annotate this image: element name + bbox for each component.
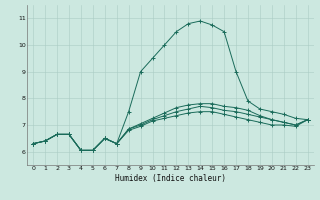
X-axis label: Humidex (Indice chaleur): Humidex (Indice chaleur) [115, 174, 226, 183]
